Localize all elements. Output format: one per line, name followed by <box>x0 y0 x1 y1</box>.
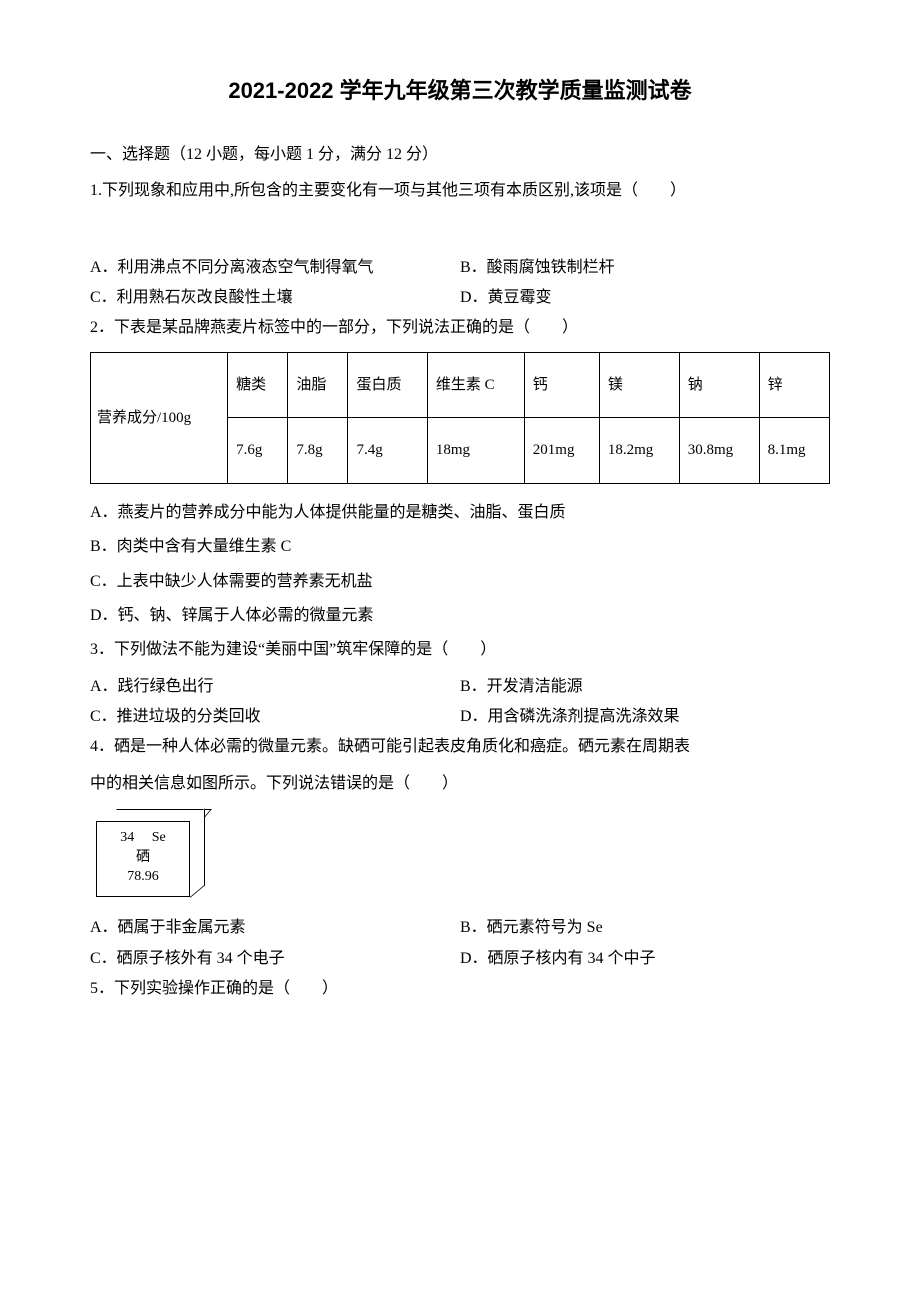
q3-option-b: B．开发清洁能源 <box>460 672 830 702</box>
q4-stem-line1: 4．硒是一种人体必需的微量元素。缺硒可能引起表皮角质化和癌症。硒元素在周期表 <box>90 732 830 762</box>
page-title: 2021-2022 学年九年级第三次教学质量监测试卷 <box>90 70 830 112</box>
q1-options: A．利用沸点不同分离液态空气制得氧气 B．酸雨腐蚀铁制栏杆 C．利用熟石灰改良酸… <box>90 253 830 314</box>
q1-option-c: C．利用熟石灰改良酸性土壤 <box>90 283 460 313</box>
table-cell: 7.8g <box>288 418 348 484</box>
q2-option-d: D．钙、钠、锌属于人体必需的微量元素 <box>90 601 830 631</box>
element-symbol: Se <box>152 830 166 845</box>
q2-stem: 2．下表是某品牌燕麦片标签中的一部分，下列说法正确的是（ ） <box>90 313 830 343</box>
q2-option-b: B．肉类中含有大量维生素 C <box>90 532 830 562</box>
element-name: 硒 <box>97 848 189 868</box>
table-header: 钙 <box>524 352 599 418</box>
q4-option-d: D．硒原子核内有 34 个中子 <box>460 944 830 974</box>
table-header: 锌 <box>759 352 829 418</box>
table-header: 蛋白质 <box>348 352 427 418</box>
element-box: 34 Se 硒 78.96 <box>96 809 830 897</box>
q5-stem: 5．下列实验操作正确的是（ ） <box>90 974 830 1004</box>
table-cell: 7.6g <box>228 418 288 484</box>
nutrition-table: 营养成分/100g 糖类 油脂 蛋白质 维生素 C 钙 镁 钠 锌 7.6g 7… <box>90 352 830 484</box>
table-header: 钠 <box>679 352 759 418</box>
section-header: 一、选择题（12 小题，每小题 1 分，满分 12 分） <box>90 140 830 170</box>
table-cell: 201mg <box>524 418 599 484</box>
table-header: 糖类 <box>228 352 288 418</box>
table-row: 营养成分/100g 糖类 油脂 蛋白质 维生素 C 钙 镁 钠 锌 <box>91 352 830 418</box>
q3-option-d: D．用含磷洗涤剂提高洗涤效果 <box>460 702 830 732</box>
element-number: 34 <box>120 828 134 848</box>
table-cell: 30.8mg <box>679 418 759 484</box>
table-cell: 7.4g <box>348 418 427 484</box>
q4-options: A．硒属于非金属元素 B．硒元素符号为 Se C．硒原子核外有 34 个电子 D… <box>90 913 830 974</box>
table-rowhead: 营养成分/100g <box>91 352 228 483</box>
q3-stem: 3．下列做法不能为建设“美丽中国”筑牢保障的是（ ） <box>90 635 830 665</box>
q3-option-c: C．推进垃圾的分类回收 <box>90 702 460 732</box>
q2-option-a: A．燕麦片的营养成分中能为人体提供能量的是糖类、油脂、蛋白质 <box>90 498 830 528</box>
q4-stem-line2: 中的相关信息如图所示。下列说法错误的是（ ） <box>90 769 830 799</box>
q1-option-b: B．酸雨腐蚀铁制栏杆 <box>460 253 830 283</box>
table-cell: 18mg <box>427 418 524 484</box>
table-header: 油脂 <box>288 352 348 418</box>
q2-option-c: C．上表中缺少人体需要的营养素无机盐 <box>90 567 830 597</box>
table-cell: 18.2mg <box>599 418 679 484</box>
q3-option-a: A．践行绿色出行 <box>90 672 460 702</box>
q3-options: A．践行绿色出行 B．开发清洁能源 C．推进垃圾的分类回收 D．用含磷洗涤剂提高… <box>90 672 830 733</box>
q4-option-a: A．硒属于非金属元素 <box>90 913 460 943</box>
table-header: 镁 <box>599 352 679 418</box>
table-header: 维生素 C <box>427 352 524 418</box>
q1-option-d: D．黄豆霉变 <box>460 283 830 313</box>
table-cell: 8.1mg <box>759 418 829 484</box>
q1-option-a: A．利用沸点不同分离液态空气制得氧气 <box>90 253 460 283</box>
q4-option-b: B．硒元素符号为 Se <box>460 913 830 943</box>
element-mass: 78.96 <box>97 867 189 887</box>
q1-stem: 1.下列现象和应用中,所包含的主要变化有一项与其他三项有本质区别,该项是（ ） <box>90 176 830 206</box>
element-box-side <box>190 809 205 899</box>
spacer <box>90 213 830 253</box>
element-box-front: 34 Se 硒 78.96 <box>96 821 190 897</box>
q4-option-c: C．硒原子核外有 34 个电子 <box>90 944 460 974</box>
